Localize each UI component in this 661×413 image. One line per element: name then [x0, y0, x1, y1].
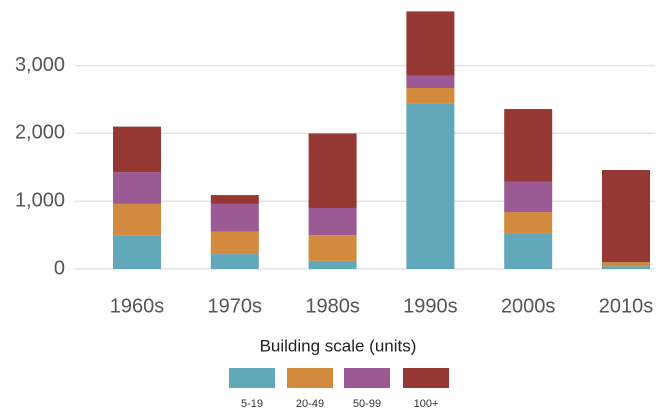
- legend-swatch: [229, 368, 275, 388]
- legend-swatch: [403, 368, 449, 388]
- y-tick-label: 1,000: [15, 189, 65, 211]
- y-tick-label: 2,000: [15, 122, 65, 144]
- y-tick-label: 0: [54, 257, 65, 279]
- bar-segment: [406, 103, 455, 270]
- bar-segment: [602, 262, 650, 267]
- bar-segment: [308, 133, 357, 208]
- x-tick-label: 1990s: [403, 295, 458, 317]
- bar-segment: [504, 233, 553, 269]
- bar-segment: [406, 87, 455, 104]
- legend-label: 100+: [414, 398, 439, 410]
- bar-segment: [504, 181, 553, 213]
- bar-segment: [113, 203, 161, 236]
- x-tick-label: 2000s: [501, 295, 556, 317]
- legend-swatch: [344, 368, 390, 388]
- bar-segment: [113, 126, 161, 173]
- legend-label: 20-49: [296, 398, 324, 410]
- legend-title: Building scale (units): [260, 336, 417, 355]
- x-tick-label: 1970s: [208, 295, 263, 317]
- legend-swatch: [287, 368, 333, 388]
- bar-segment: [602, 170, 650, 263]
- bar-segment: [602, 266, 650, 269]
- y-tick-label: 3,000: [15, 54, 65, 76]
- legend-label: 50-99: [353, 398, 381, 410]
- bar-segment: [504, 212, 553, 234]
- x-tick-label: 1980s: [305, 295, 360, 317]
- x-tick-label: 2010s: [599, 295, 654, 317]
- legend-label: 5-19: [241, 398, 263, 410]
- bar-segment: [113, 172, 161, 204]
- bar-segment: [406, 11, 455, 76]
- bar-segment: [308, 260, 357, 269]
- bar-segment: [406, 75, 455, 88]
- bar-segment: [308, 235, 357, 261]
- bar-segment: [113, 235, 161, 269]
- x-tick-label: 1960s: [110, 295, 165, 317]
- bar-segment: [504, 109, 553, 182]
- bar-segment: [210, 231, 259, 255]
- bar-segment: [210, 254, 259, 269]
- bar-segment: [210, 195, 259, 204]
- bar-segment: [308, 207, 357, 236]
- bar-segment: [210, 203, 259, 232]
